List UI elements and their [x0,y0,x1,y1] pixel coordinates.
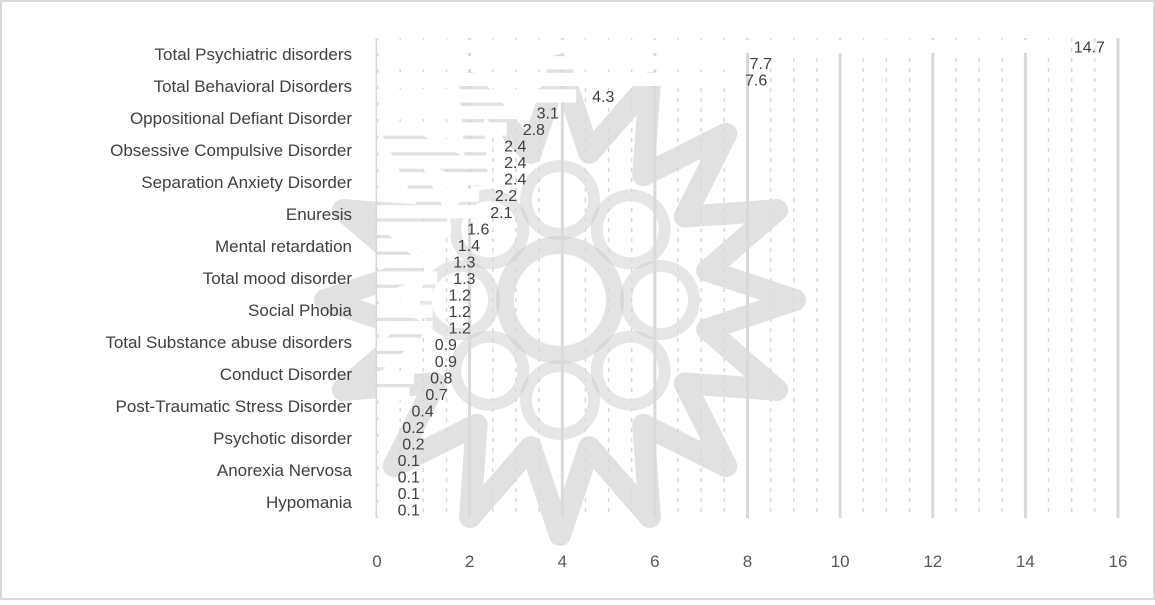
data-label: 1.2 [449,288,471,305]
x-tick-label: 2 [465,552,474,571]
category-label: Total mood disorder [203,269,353,288]
bar [377,337,419,351]
bar [377,503,382,517]
data-label: 2.2 [495,188,517,205]
data-labels: 14.77.77.64.33.12.82.42.42.42.22.11.61.4… [398,39,1105,519]
category-label: Total Substance abuse disorders [105,333,352,352]
category-label: Psychotic disorder [213,429,352,448]
data-label: 14.7 [1074,39,1105,56]
bar [377,271,438,285]
data-label: 2.4 [504,172,526,189]
category-label: Enuresis [286,205,352,224]
data-label: 0.8 [430,370,452,387]
x-tick-label: 10 [831,552,850,571]
watermark-petal [620,260,700,340]
data-label: 0.4 [412,403,434,420]
data-label: 1.2 [449,321,471,338]
data-label: 7.6 [745,72,767,89]
data-label: 1.3 [453,254,475,271]
bar [377,155,489,169]
category-label: Total Psychiatric disorders [155,45,352,64]
watermark-petal [520,360,600,440]
category-label: Total Behavioral Disorders [154,77,352,96]
watermark-petal [590,189,671,270]
bar [377,221,452,235]
x-axis-ticks: 0 2 4 6 8 10 12 14 16 [372,552,1127,571]
bar [377,56,734,70]
x-tick-label: 0 [372,552,381,571]
category-label: Post-Traumatic Stress Disorder [116,397,353,416]
category-label: Oppositional Defiant Disorder [130,109,352,128]
data-label: 0.1 [398,470,420,487]
bar [377,254,438,268]
bar [377,89,577,103]
bar [377,370,415,384]
category-label: Mental retardation [215,237,352,256]
data-label: 0.1 [398,486,420,503]
bar [377,486,382,500]
bar [377,122,507,136]
data-label: 0.7 [425,387,447,404]
bar [377,403,396,417]
data-label: 2.1 [490,205,512,222]
bar [377,470,382,484]
bar [377,387,410,401]
x-tick-label: 8 [743,552,752,571]
bar [377,453,382,467]
category-label: Separation Anxiety Disorder [141,173,352,192]
data-label: 1.2 [449,304,471,321]
bar [377,304,433,318]
watermark-petal [449,189,530,270]
bar [377,238,442,252]
bar [377,436,387,451]
bar [377,72,729,86]
data-label: 1.6 [467,221,489,238]
category-label: Conduct Disorder [220,365,353,384]
bar [377,188,479,202]
x-tick-label: 12 [923,552,942,571]
data-label: 0.2 [402,437,424,454]
data-label: 0.1 [398,453,420,470]
data-label: 0.2 [402,420,424,437]
category-label: Anorexia Nervosa [217,461,353,480]
data-label: 3.1 [537,106,559,123]
bar [377,354,419,368]
category-labels: Total Psychiatric disorders Total Behavio… [105,45,352,512]
category-label: Obsessive Compulsive Disorder [110,141,352,160]
data-label: 0.9 [435,337,457,354]
bars [377,39,1058,517]
data-label: 2.8 [523,122,545,139]
x-tick-label: 16 [1109,552,1128,571]
bar [377,105,521,120]
bar [377,205,475,219]
x-tick-label: 6 [650,552,659,571]
data-label: 2.4 [504,155,526,172]
watermark-petal [449,330,530,411]
data-label: 1.3 [453,271,475,288]
category-label: Hypomania [266,493,353,512]
data-label: 1.4 [458,238,480,255]
x-tick-label: 4 [558,552,567,571]
bar [377,420,387,434]
data-label: 2.4 [504,139,526,156]
data-label: 0.9 [435,354,457,371]
bar [377,321,433,335]
data-label: 4.3 [592,89,614,106]
category-label: Social Phobia [248,301,353,320]
watermark-petal [520,160,600,240]
data-label: 7.7 [750,56,772,73]
bar [377,139,489,153]
bar [377,39,1058,53]
x-tick-label: 14 [1016,552,1035,571]
data-label: 0.1 [398,503,420,520]
watermark-petal [590,330,671,411]
bar [377,172,489,186]
watermark-inner-ring [496,236,624,364]
bar [377,287,433,302]
